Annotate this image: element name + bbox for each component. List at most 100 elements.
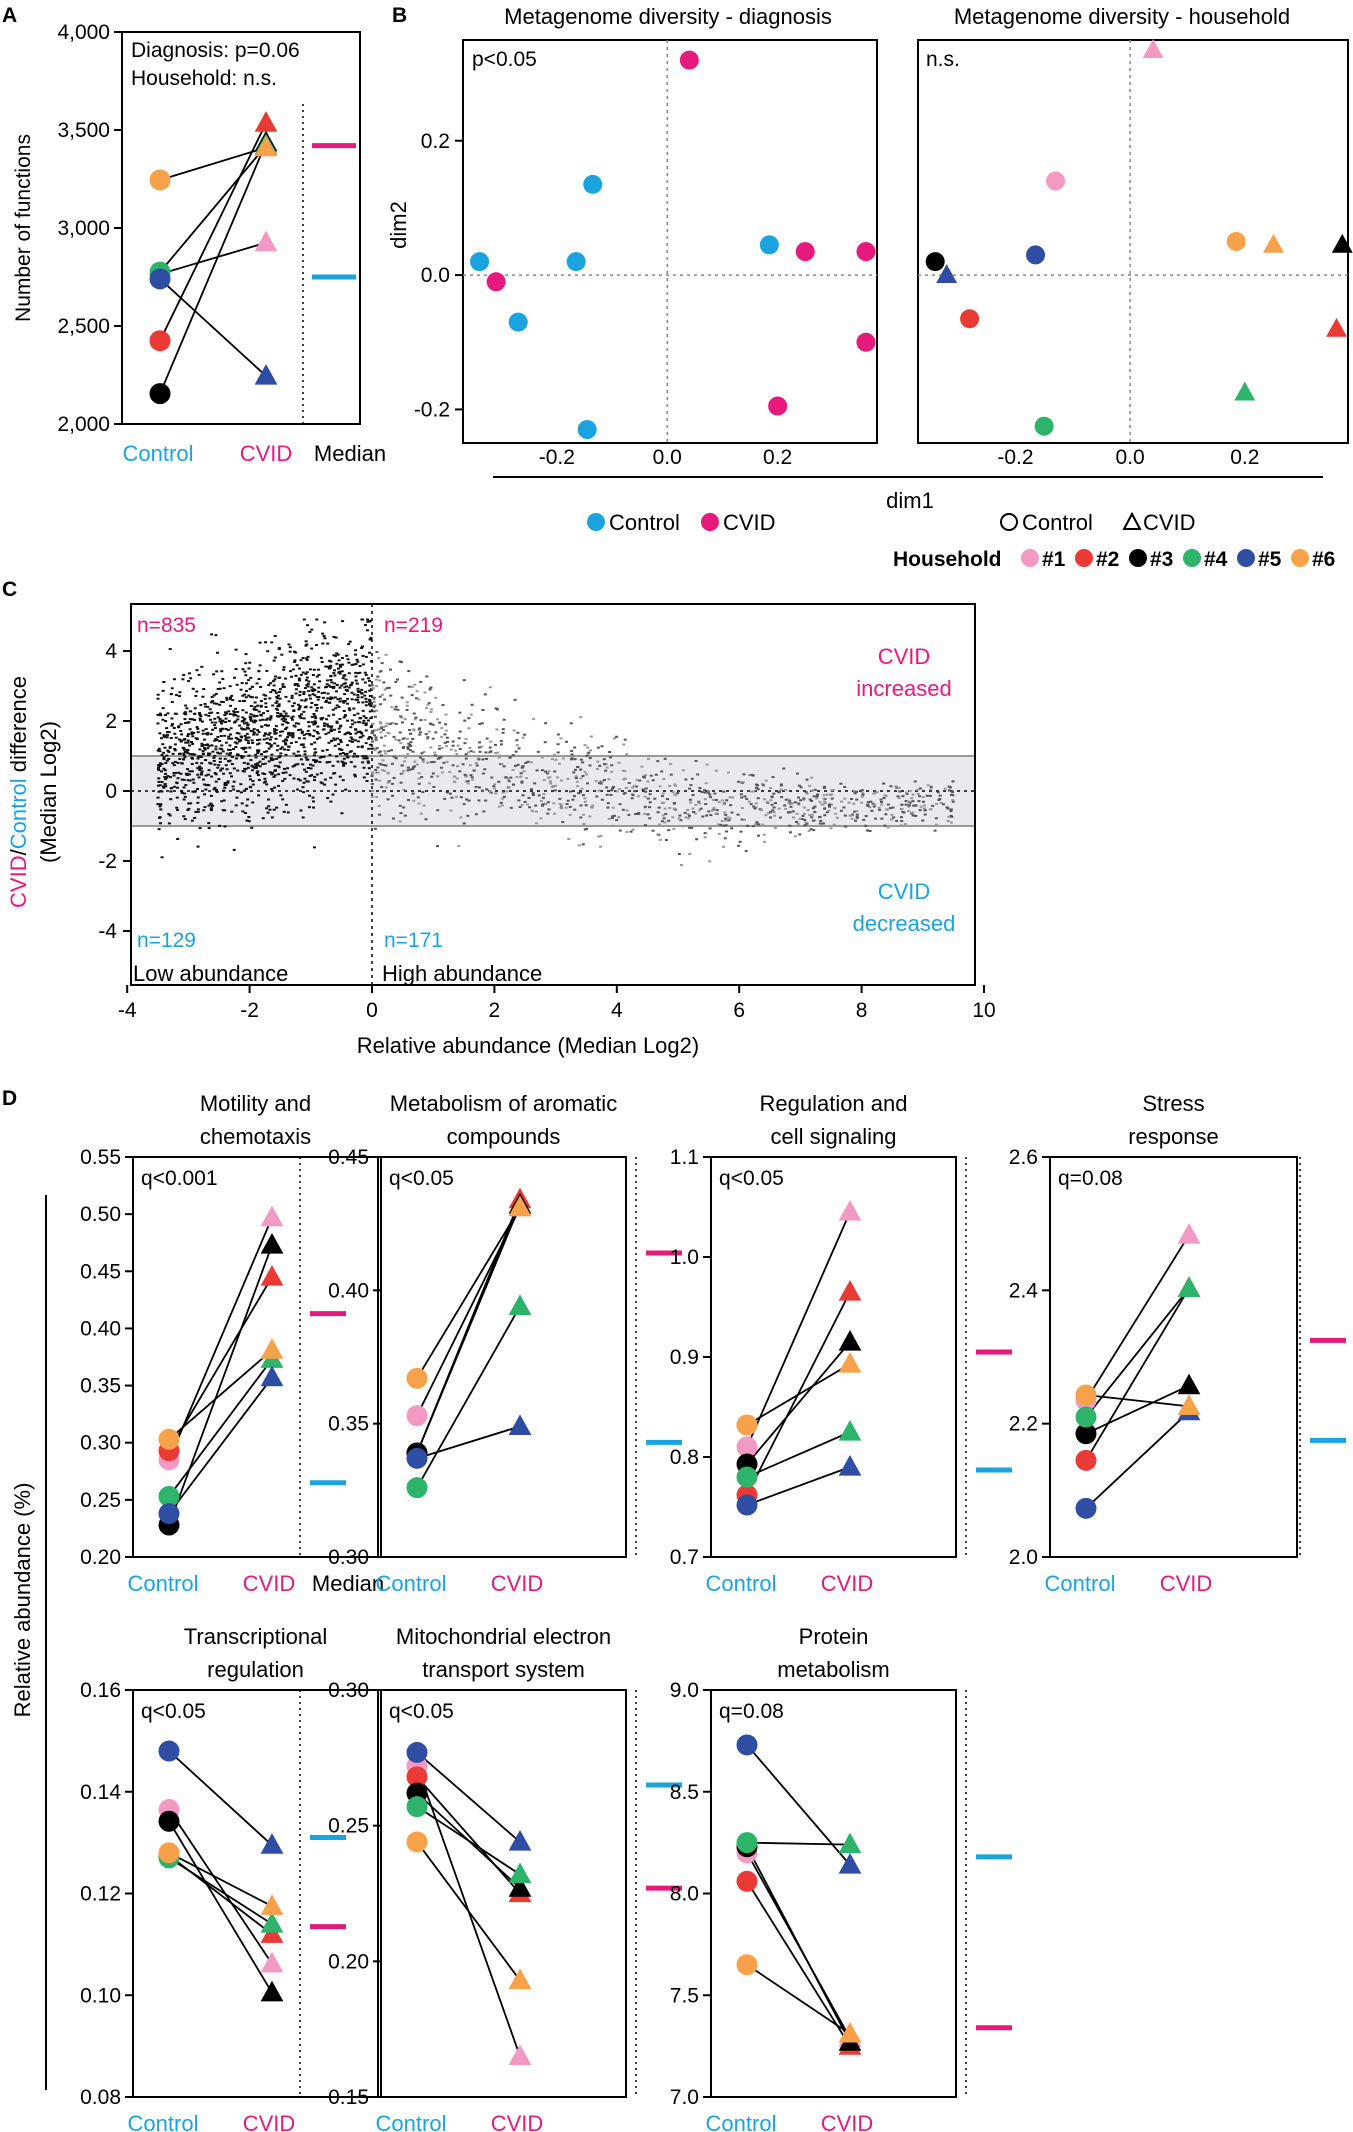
panel-c-point xyxy=(322,722,326,725)
panel-c-point xyxy=(298,690,302,693)
panel-c-point xyxy=(490,776,494,779)
panel-d-title: Regulation and xyxy=(759,1091,907,1116)
panel-c-point xyxy=(214,745,218,748)
panel-d-qvalue: q<0.001 xyxy=(141,1167,218,1190)
panel-c-point xyxy=(218,747,222,750)
panel-b1-control-point xyxy=(470,252,490,272)
panel-c-point xyxy=(254,756,258,759)
panel-c-point xyxy=(157,768,161,771)
panel-c-point xyxy=(235,683,239,686)
panel-c-point xyxy=(442,761,446,764)
panel-c-point xyxy=(341,677,345,680)
panel-c-point xyxy=(244,736,248,739)
panel-c-point xyxy=(386,731,390,734)
panel-c-point xyxy=(239,783,243,786)
panel-c-point xyxy=(830,789,834,792)
panel-c-point xyxy=(413,718,417,721)
panel-c-point xyxy=(790,802,794,805)
panel-d-pair-line xyxy=(168,1217,273,1461)
panel-c-point xyxy=(312,668,316,671)
panel-c-point xyxy=(797,796,801,799)
panel-c-point xyxy=(740,818,744,821)
panel-c-point xyxy=(654,773,658,776)
panel-c-point xyxy=(610,764,614,767)
panel-c-point xyxy=(802,798,806,801)
panel-c-point xyxy=(756,797,760,800)
panel-c-point xyxy=(164,778,168,781)
panel-c-point xyxy=(284,718,288,721)
panel-c-point xyxy=(782,767,786,770)
panel-a-annotation-household: Household: n.s. xyxy=(131,67,277,90)
panel-c-point xyxy=(539,799,543,802)
panel-c-point xyxy=(558,797,562,800)
panel-c-point xyxy=(722,824,726,827)
panel-d-control-point xyxy=(406,1796,428,1818)
panel-c-point xyxy=(399,715,403,718)
panel-c-point xyxy=(272,775,276,778)
panel-c-point xyxy=(922,807,926,810)
panel-d-title: Stress xyxy=(1142,1091,1204,1116)
panel-c-point xyxy=(170,717,174,720)
panel-d-cvid-point xyxy=(508,1195,532,1217)
panel-c-point xyxy=(238,724,242,727)
panel-c-point xyxy=(424,818,428,821)
panel-c-point xyxy=(338,686,342,689)
panel-c-point xyxy=(313,694,317,697)
panel-d-ytick-label: 0.45 xyxy=(80,1260,121,1283)
panel-c-point xyxy=(300,699,304,702)
panel-b2-cvid-point xyxy=(1263,233,1284,253)
panel-c-point xyxy=(622,743,626,746)
panel-d-pair-line xyxy=(416,1841,521,1981)
panel-c-point xyxy=(180,790,184,793)
panel-c-point xyxy=(445,791,449,794)
panel-c-point xyxy=(302,733,306,736)
panel-d-ytick-label: 0.08 xyxy=(80,2086,121,2109)
panel-c-point xyxy=(347,707,351,710)
panel-c-point xyxy=(462,822,466,825)
panel-c-point xyxy=(621,769,625,772)
panel-c-point xyxy=(455,765,459,768)
panel-c-point xyxy=(780,796,784,799)
panel-c-point xyxy=(866,804,870,807)
panel-c-point xyxy=(329,726,333,729)
panel-c-point xyxy=(259,704,263,707)
panel-c-point xyxy=(281,715,285,718)
panel-c-point xyxy=(234,713,238,716)
panel-c-point xyxy=(156,697,160,700)
panel-c-point xyxy=(382,681,386,684)
panel-c-point xyxy=(583,744,587,747)
panel-c-point xyxy=(284,739,288,742)
panel-c-point xyxy=(338,775,342,778)
panel-c-point xyxy=(397,739,401,742)
panel-c-point xyxy=(656,811,660,814)
panel-c-point xyxy=(164,720,168,723)
panel-c-point xyxy=(360,746,364,749)
panel-d-x-control: Control xyxy=(1045,1571,1116,1596)
panel-b2-control-point xyxy=(1034,416,1054,436)
panel-c-point xyxy=(302,791,306,794)
panel-c-point xyxy=(929,808,933,811)
panel-d-control-point xyxy=(406,1405,428,1427)
panel-c-point xyxy=(468,764,472,767)
panel-c-point xyxy=(348,750,352,753)
panel-d-x-control: Control xyxy=(128,2111,199,2132)
panel-d-control-point xyxy=(158,1428,180,1450)
panel-c-point xyxy=(390,762,394,765)
panel-c-point xyxy=(741,780,745,783)
panel-c-point xyxy=(216,711,220,714)
panel-c-point xyxy=(268,732,272,735)
panel-c-point xyxy=(186,733,190,736)
panel-c-point xyxy=(500,804,504,807)
panel-c-point xyxy=(624,786,628,789)
panel-c-point xyxy=(736,813,740,816)
panel-c-point xyxy=(671,791,675,794)
panel-a-pair-line xyxy=(159,146,267,181)
panel-c-point xyxy=(434,731,438,734)
panel-c-point xyxy=(359,731,363,734)
panel-c-point xyxy=(255,733,259,736)
panel-c-point xyxy=(524,761,528,764)
panel-c-point xyxy=(166,749,170,752)
panel-c-point xyxy=(212,694,216,697)
panel-c-point xyxy=(323,783,327,786)
panel-c-xtick-label: -4 xyxy=(118,999,137,1022)
